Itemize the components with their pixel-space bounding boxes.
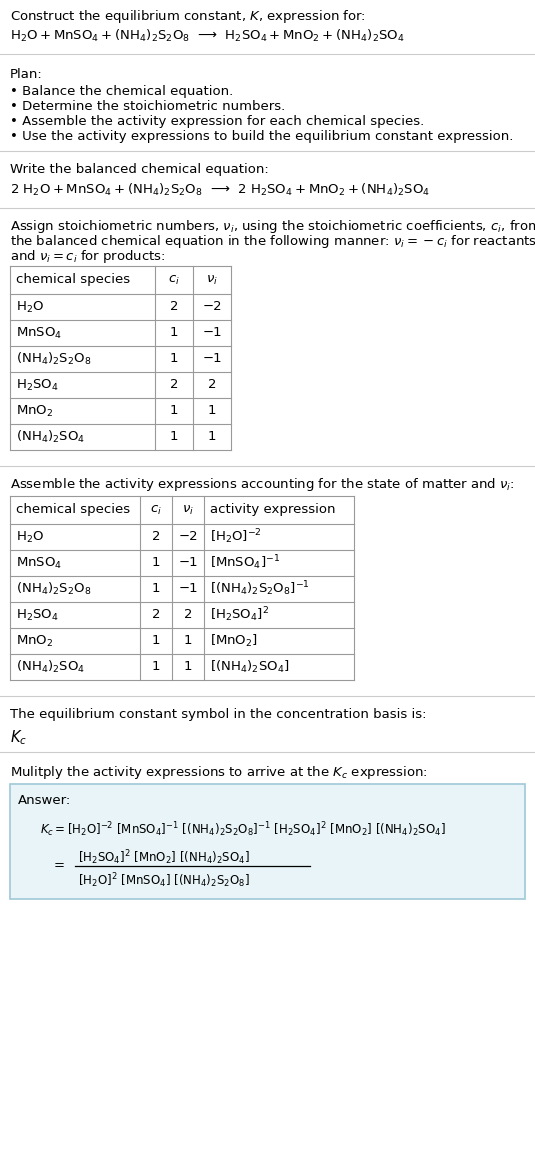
Text: 1: 1 [152,634,160,647]
Text: • Use the activity expressions to build the equilibrium constant expression.: • Use the activity expressions to build … [10,130,514,142]
Text: 1: 1 [184,660,192,674]
Text: • Assemble the activity expression for each chemical species.: • Assemble the activity expression for e… [10,114,424,128]
Text: 2: 2 [152,530,160,543]
Text: $\mathregular{H_2O}$: $\mathregular{H_2O}$ [16,529,44,544]
Text: $\nu_i$: $\nu_i$ [182,503,194,516]
Text: $\mathregular{(NH_4)_2SO_4}$: $\mathregular{(NH_4)_2SO_4}$ [16,659,85,675]
Text: $\mathregular{H_2SO_4}$: $\mathregular{H_2SO_4}$ [16,607,59,623]
Text: 1: 1 [152,660,160,674]
Text: $\mathregular{[MnO_2]}$: $\mathregular{[MnO_2]}$ [210,633,258,649]
Text: chemical species: chemical species [16,273,130,286]
Text: • Balance the chemical equation.: • Balance the chemical equation. [10,85,233,98]
Text: $\mathregular{H_2SO_4}$: $\mathregular{H_2SO_4}$ [16,377,59,392]
Text: $\mathregular{2\ H_2O + MnSO_4 + (NH_4)_2S_2O_8}$  ⟶  $\mathregular{2\ H_2SO_4 +: $\mathregular{2\ H_2O + MnSO_4 + (NH_4)_… [10,182,430,199]
Text: Mulitply the activity expressions to arrive at the $K_c$ expression:: Mulitply the activity expressions to arr… [10,764,428,781]
FancyBboxPatch shape [10,784,525,899]
Text: 1: 1 [152,583,160,596]
Text: Plan:: Plan: [10,68,43,81]
Text: −1: −1 [202,353,222,366]
Text: $\mathregular{MnSO_4}$: $\mathregular{MnSO_4}$ [16,326,62,341]
Text: Write the balanced chemical equation:: Write the balanced chemical equation: [10,164,269,176]
Text: −2: −2 [178,530,198,543]
Text: $\mathregular{[MnSO_4]^{-1}}$: $\mathregular{[MnSO_4]^{-1}}$ [210,554,280,572]
Text: $\mathregular{(NH_4)_2S_2O_8}$: $\mathregular{(NH_4)_2S_2O_8}$ [16,580,91,597]
Text: 1: 1 [208,404,216,417]
Text: $\mathregular{(NH_4)_2S_2O_8}$: $\mathregular{(NH_4)_2S_2O_8}$ [16,350,91,367]
Text: Assign stoichiometric numbers, $\nu_i$, using the stoichiometric coefficients, $: Assign stoichiometric numbers, $\nu_i$, … [10,218,535,235]
Text: $\mathregular{H_2O}$: $\mathregular{H_2O}$ [16,299,44,314]
Text: $\mathregular{MnO_2}$: $\mathregular{MnO_2}$ [16,403,54,418]
Text: 1: 1 [170,327,178,340]
Text: 1: 1 [170,353,178,366]
Text: $\mathregular{(NH_4)_2SO_4}$: $\mathregular{(NH_4)_2SO_4}$ [16,429,85,445]
Text: $[\mathrm{H_2SO_4}]^2\ [\mathrm{MnO_2}]\ [(\mathrm{NH_4})_2\mathrm{SO_4}]$: $[\mathrm{H_2SO_4}]^2\ [\mathrm{MnO_2}]\… [78,848,250,867]
Text: 1: 1 [170,431,178,444]
Text: −2: −2 [202,300,222,313]
Text: the balanced chemical equation in the following manner: $\nu_i = -c_i$ for react: the balanced chemical equation in the fo… [10,232,535,250]
Text: $\mathregular{[(NH_4)_2SO_4]}$: $\mathregular{[(NH_4)_2SO_4]}$ [210,659,289,675]
Text: and $\nu_i = c_i$ for products:: and $\nu_i = c_i$ for products: [10,248,166,265]
Text: $\mathregular{MnO_2}$: $\mathregular{MnO_2}$ [16,633,54,648]
Text: −1: −1 [178,556,198,570]
Text: $\nu_i$: $\nu_i$ [206,273,218,286]
Text: 2: 2 [170,300,178,313]
Text: 2: 2 [152,609,160,621]
Text: The equilibrium constant symbol in the concentration basis is:: The equilibrium constant symbol in the c… [10,708,426,721]
Text: activity expression: activity expression [210,503,335,516]
Text: =: = [54,858,65,872]
Text: 1: 1 [152,556,160,570]
Text: $K_c$: $K_c$ [10,728,27,746]
Text: Answer:: Answer: [18,794,71,807]
Text: $\mathregular{[(NH_4)_2S_2O_8]^{-1}}$: $\mathregular{[(NH_4)_2S_2O_8]^{-1}}$ [210,579,310,598]
Text: $[\mathrm{H_2O}]^2\ [\mathrm{MnSO_4}]\ [(\mathrm{NH_4})_2\mathrm{S_2O_8}]$: $[\mathrm{H_2O}]^2\ [\mathrm{MnSO_4}]\ [… [78,871,250,890]
Text: $c_i$: $c_i$ [168,273,180,286]
Text: $c_i$: $c_i$ [150,503,162,516]
Text: 1: 1 [184,634,192,647]
Text: $\mathregular{MnSO_4}$: $\mathregular{MnSO_4}$ [16,556,62,570]
Text: 2: 2 [208,378,216,391]
Text: −1: −1 [202,327,222,340]
Text: 1: 1 [170,404,178,417]
Text: 2: 2 [170,378,178,391]
Text: $\mathregular{[H_2SO_4]^2}$: $\mathregular{[H_2SO_4]^2}$ [210,606,269,625]
Text: Construct the equilibrium constant, $K$, expression for:: Construct the equilibrium constant, $K$,… [10,8,366,25]
Text: • Determine the stoichiometric numbers.: • Determine the stoichiometric numbers. [10,100,285,113]
Text: chemical species: chemical species [16,503,130,516]
Text: $K_c = [\mathrm{H_2O}]^{-2}\ [\mathrm{MnSO_4}]^{-1}\ [(\mathrm{NH_4})_2\mathrm{S: $K_c = [\mathrm{H_2O}]^{-2}\ [\mathrm{Mn… [40,820,446,839]
Text: $\mathregular{[H_2O]^{-2}}$: $\mathregular{[H_2O]^{-2}}$ [210,528,262,547]
Text: 2: 2 [184,609,192,621]
Text: Assemble the activity expressions accounting for the state of matter and $\nu_i$: Assemble the activity expressions accoun… [10,477,515,493]
Text: −1: −1 [178,583,198,596]
Text: $\mathregular{H_2O + MnSO_4 + (NH_4)_2S_2O_8}$  ⟶  $\mathregular{H_2SO_4 + MnO_2: $\mathregular{H_2O + MnSO_4 + (NH_4)_2S_… [10,28,404,44]
Text: 1: 1 [208,431,216,444]
